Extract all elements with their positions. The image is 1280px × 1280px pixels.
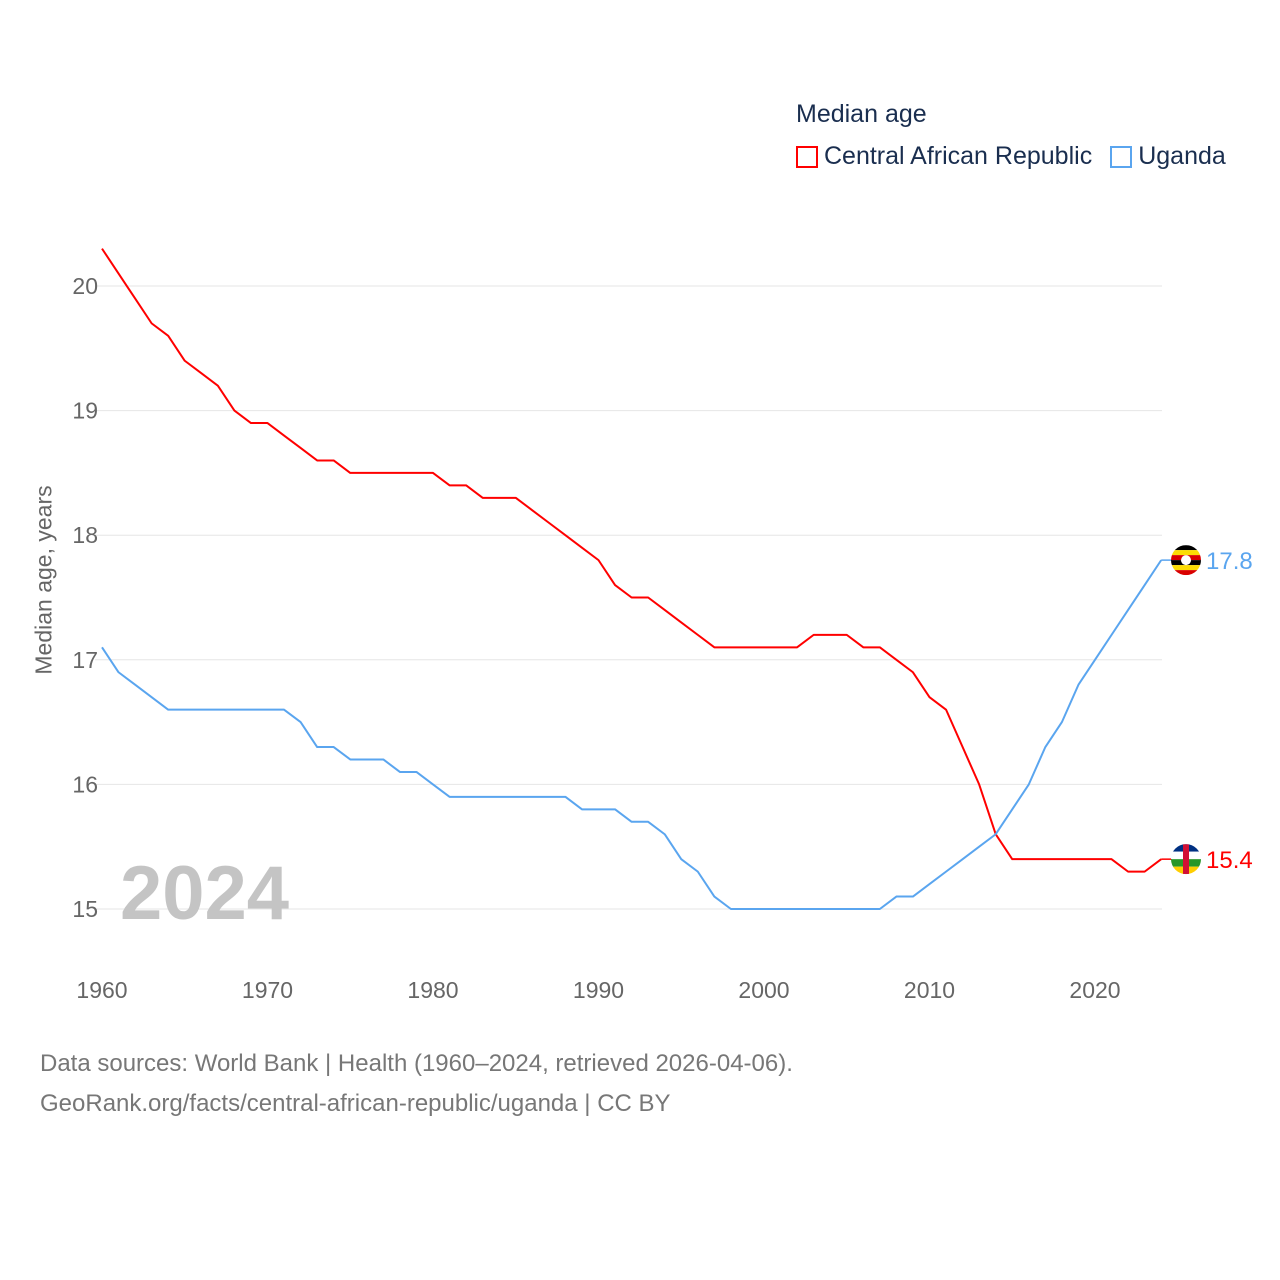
series-line-car: [101, 248, 1162, 873]
end-value-label: 17.8: [1206, 548, 1253, 575]
y-tick-label: 19: [72, 398, 98, 424]
legend: Central African Republic Uganda: [796, 142, 1226, 171]
legend-item-uganda[interactable]: Uganda: [1110, 142, 1226, 171]
legend-label-uganda: Uganda: [1138, 142, 1226, 170]
legend-label-car: Central African Republic: [824, 142, 1093, 170]
x-tick-label: 2010: [904, 977, 955, 1003]
y-tick-label: 15: [72, 896, 98, 922]
source-line-2[interactable]: GeoRank.org/facts/central-african-republ…: [40, 1090, 671, 1117]
source-note: Data sources: World Bank | Health (1960–…: [40, 1044, 793, 1124]
car-flag-icon: [1171, 844, 1201, 875]
x-tick-label: 1970: [242, 977, 293, 1003]
uganda-flag-icon: [1171, 545, 1201, 576]
year-watermark: 2024: [120, 851, 290, 936]
legend-item-car[interactable]: Central African Republic: [796, 142, 1092, 171]
end-value-label: 15.4: [1206, 847, 1253, 874]
legend-title: Median age: [796, 100, 927, 128]
legend-swatch-uganda: [1110, 145, 1133, 168]
x-tick-label: 2020: [1069, 977, 1120, 1003]
x-tick-label: 1980: [407, 977, 458, 1003]
y-tick-label: 17: [72, 647, 98, 673]
source-line-1: Data sources: World Bank | Health (1960–…: [40, 1050, 793, 1077]
x-tick-label: 1960: [76, 977, 127, 1003]
x-tick-label: 1990: [573, 977, 624, 1003]
y-axis-label: Median age, years: [30, 485, 57, 675]
y-tick-label: 18: [72, 522, 98, 548]
y-tick-label: 20: [72, 273, 98, 299]
x-tick-label: 2000: [738, 977, 789, 1003]
legend-swatch-car: [796, 145, 818, 168]
series-line-uganda: [101, 559, 1163, 910]
y-tick-label: 16: [72, 771, 98, 797]
